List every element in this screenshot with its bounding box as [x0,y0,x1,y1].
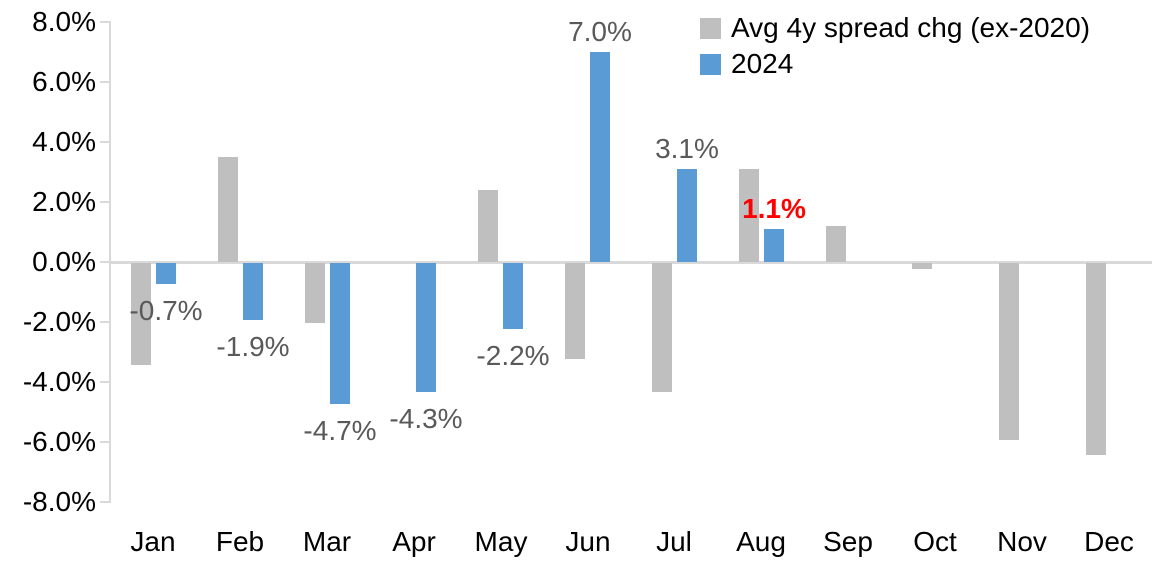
bar-avg-jun [565,263,585,359]
x-axis-label-aug: Aug [736,526,786,557]
legend-item-avg: Avg 4y spread chg (ex-2020) [700,10,1090,46]
data-label-jan: -0.7% [129,295,203,326]
data-label-jul: 3.1% [655,133,719,164]
legend-label-avg: Avg 4y spread chg (ex-2020) [731,12,1091,43]
bar-avg-mar [305,263,325,323]
x-axis-label-mar: Mar [302,526,352,557]
x-axis-label-feb: Feb [215,526,265,557]
y-axis-tick-label: -4.0% [22,366,96,397]
x-axis-label-oct: Oct [913,526,957,557]
data-label-feb: -1.9% [216,331,290,362]
bar-2024-may [503,263,523,329]
data-label-jun: 7.0% [568,16,632,47]
bar-avg-aug [739,169,759,262]
bar-avg-dec [1086,263,1106,455]
x-axis-label-may: May [474,526,528,557]
legend-label-2024: 2024 [731,48,794,79]
legend-item-2024: 2024 [700,46,1090,82]
y-axis-tick-mark [100,501,111,503]
data-label-mar: -4.7% [303,415,377,446]
bar-avg-jan [131,263,151,365]
bar-2024-jun [590,52,610,262]
x-axis-label-jun: Jun [565,526,611,557]
bar-2024-aug [764,229,784,262]
x-axis-label-sep: Sep [823,526,873,557]
legend: Avg 4y spread chg (ex-2020) 2024 [700,10,1090,82]
bar-2024-mar [330,263,350,404]
zero-gridline [110,261,1152,264]
bar-avg-oct [912,263,932,269]
y-axis-tick-label: -8.0% [22,486,96,517]
y-axis-tick-label: 8.0% [32,6,96,37]
data-label-may: -2.2% [476,340,550,371]
bar-avg-feb [218,157,238,262]
bar-2024-feb [243,263,263,320]
data-label-apr: -4.3% [389,403,463,434]
y-axis-tick-mark [100,321,111,323]
y-axis-tick-label: 4.0% [32,126,96,157]
bar-2024-apr [416,263,436,392]
y-axis-tick-mark [100,201,111,203]
bar-2024-jul [677,169,697,262]
y-axis-tick-mark [100,441,111,443]
x-axis-label-nov: Nov [997,526,1047,557]
legend-swatch-avg-icon [700,17,721,39]
bar-avg-jul [652,263,672,392]
bar-avg-may [478,190,498,262]
data-label-aug: 1.1% [742,193,806,224]
y-axis-tick-mark [100,81,111,83]
y-axis-tick-label: -2.0% [22,306,96,337]
x-axis-label-dec: Dec [1084,526,1134,557]
x-axis-label-jan: Jan [130,526,176,557]
y-axis-tick-mark [100,381,111,383]
y-axis-tick-label: 2.0% [32,186,96,217]
legend-swatch-2024-icon [700,53,721,75]
bar-avg-sep [826,226,846,262]
bar-avg-nov [999,263,1019,440]
x-axis-label-apr: Apr [392,526,436,557]
x-axis-label-jul: Jul [656,526,692,557]
y-axis-tick-mark [100,261,111,263]
y-axis-tick-mark [100,21,111,23]
y-axis-tick-label: -6.0% [22,426,96,457]
y-axis-tick-label: 0.0% [32,246,96,277]
y-axis-tick-mark [100,141,111,143]
y-axis-tick-label: 6.0% [32,66,96,97]
bar-2024-jan [156,263,176,284]
